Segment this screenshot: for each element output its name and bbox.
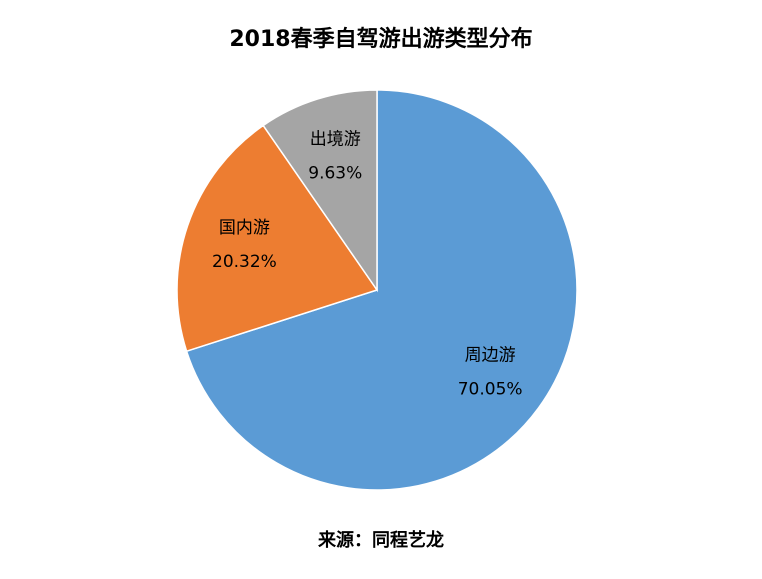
slice-value-label: 9.63% (308, 163, 362, 183)
slice-value-label: 20.32% (212, 252, 277, 272)
slice-category-label: 国内游 (219, 218, 270, 238)
slice-category-label: 周边游 (465, 345, 516, 365)
pie-slice (176, 124, 379, 353)
pie-slice (262, 89, 378, 293)
pie-slice (185, 89, 578, 491)
slice-value-label: 70.05% (458, 379, 523, 399)
source-note: 来源：同程艺龙 (317, 529, 444, 551)
chart-title: 2018春季自驾游出游类型分布 (229, 26, 532, 52)
slice-category-label: 出境游 (310, 129, 361, 149)
